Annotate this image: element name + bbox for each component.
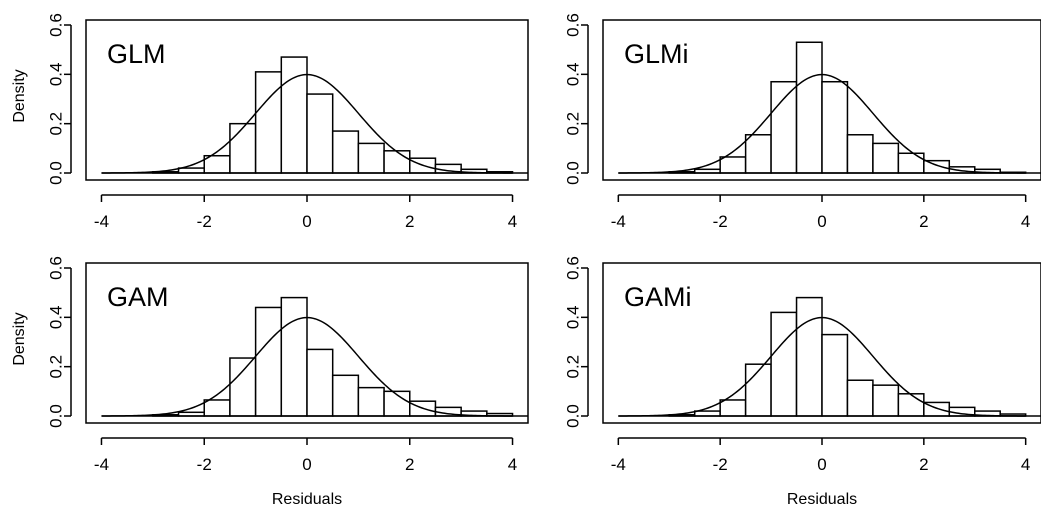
y-tick-label: 0.6 — [563, 13, 582, 37]
histogram-bar — [306, 93, 334, 174]
x-tick-label: 2 — [405, 212, 414, 231]
y-tick-label: 0.6 — [46, 13, 65, 37]
histogram-bar — [821, 333, 849, 417]
panel-label: GLMi — [624, 39, 689, 69]
histogram-bar — [744, 134, 772, 174]
histogram-bar — [306, 348, 334, 417]
y-axis: 0.0 0.2 0.4 0.6 — [563, 13, 589, 185]
y-tick-label: 0.6 — [563, 256, 582, 280]
x-axis-title: Residuals — [272, 491, 342, 508]
histogram-bar — [846, 379, 874, 417]
y-tick-label: 0.0 — [563, 404, 582, 428]
y-tick-label: 0.2 — [563, 355, 582, 379]
histogram-bar — [229, 357, 257, 417]
plot-frame — [602, 262, 1041, 424]
histogram-panel-gam: -4 -2 0 2 4 0.0 0.2 0.4 0.6 Density Residuals GAM — [11, 256, 529, 508]
y-axis: 0.0 0.2 0.4 0.6 — [563, 256, 589, 428]
x-axis: -4 -2 0 2 4 — [94, 437, 517, 474]
x-tick-label: 0 — [817, 212, 826, 231]
histogram-bar — [795, 296, 823, 417]
x-tick-label: 4 — [1021, 455, 1030, 474]
histogram-bar — [923, 159, 951, 174]
y-tick-label: 0.6 — [46, 256, 65, 280]
histogram-bar — [872, 384, 900, 417]
panel-label: GAMi — [624, 282, 692, 312]
normal-density-curve — [101, 316, 513, 417]
histogram-panel-gami: -4 -2 0 2 4 0.0 0.2 0.4 0.6 Residuals GAMi — [563, 256, 1041, 508]
panel-label: GLM — [107, 39, 166, 69]
histogram-bar — [254, 306, 283, 417]
histogram-bar — [383, 150, 411, 174]
x-tick-label: 4 — [1021, 212, 1030, 231]
normal-density-curve — [618, 316, 1026, 417]
histogram-bar — [897, 152, 925, 174]
panel-label: GAM — [107, 282, 169, 312]
x-tick-label: -4 — [94, 455, 109, 474]
histogram-bars — [668, 296, 1027, 417]
histogram-bars — [668, 41, 1027, 174]
x-tick-label: 0 — [302, 455, 311, 474]
x-tick-label: -2 — [713, 455, 728, 474]
x-axis-title: Residuals — [787, 491, 857, 508]
histogram-bar — [795, 41, 823, 174]
x-tick-label: 0 — [817, 455, 826, 474]
histogram-bar — [331, 374, 360, 417]
histogram-bar — [357, 386, 385, 417]
plot-frame — [85, 262, 529, 424]
x-axis: -4 -2 0 2 4 — [611, 437, 1030, 474]
y-axis: 0.0 0.2 0.4 0.6 — [46, 13, 72, 185]
x-axis: -4 -2 0 2 4 — [94, 194, 517, 231]
x-tick-label: -2 — [713, 212, 728, 231]
histogram-panel-glmi: -4 -2 0 2 4 0.0 0.2 0.4 0.6 GLMi — [563, 13, 1041, 231]
histogram-bar — [280, 296, 308, 417]
x-tick-label: 0 — [302, 212, 311, 231]
y-axis-title: Density — [11, 69, 28, 122]
y-tick-label: 0.0 — [46, 404, 65, 428]
histogram-bar — [331, 130, 360, 174]
x-tick-label: -2 — [197, 455, 212, 474]
x-tick-label: -2 — [197, 212, 212, 231]
x-tick-label: -4 — [611, 212, 626, 231]
histogram-bar — [719, 399, 747, 417]
x-tick-label: 4 — [508, 212, 517, 231]
y-tick-label: 0.0 — [46, 161, 65, 185]
y-axis-title: Density — [11, 312, 28, 365]
histogram-bar — [203, 399, 231, 417]
normal-density-curve — [101, 73, 513, 174]
y-tick-label: 0.4 — [46, 306, 65, 330]
histogram-panel-glm: -4 -2 0 2 4 0.0 0.2 0.4 0.6 Density GLM — [11, 13, 529, 231]
histogram-bar — [719, 156, 747, 174]
histogram-bar — [744, 363, 772, 417]
normal-density-curve — [618, 73, 1026, 174]
x-tick-label: -4 — [94, 212, 109, 231]
histogram-bar — [254, 71, 283, 174]
histogram-bar — [357, 142, 385, 174]
y-tick-label: 0.2 — [563, 112, 582, 136]
histogram-bars — [152, 56, 514, 174]
y-axis: 0.0 0.2 0.4 0.6 — [46, 256, 72, 428]
y-tick-label: 0.2 — [46, 112, 65, 136]
plot-frame — [602, 19, 1041, 181]
histogram-bar — [770, 80, 798, 174]
x-tick-label: 2 — [919, 455, 928, 474]
x-tick-label: 4 — [508, 455, 517, 474]
y-tick-label: 0.2 — [46, 355, 65, 379]
histogram-bar — [897, 393, 925, 417]
histogram-bars — [152, 296, 514, 417]
histogram-bar — [770, 311, 798, 417]
histogram-bar — [846, 134, 874, 174]
histogram-bar — [872, 142, 900, 174]
x-tick-label: -4 — [611, 455, 626, 474]
y-tick-label: 0.4 — [563, 63, 582, 87]
y-tick-label: 0.4 — [563, 306, 582, 330]
plot-frame — [85, 19, 529, 181]
histogram-bar — [821, 80, 849, 174]
x-axis: -4 -2 0 2 4 — [611, 194, 1030, 231]
y-tick-label: 0.4 — [46, 63, 65, 87]
y-tick-label: 0.0 — [563, 161, 582, 185]
x-tick-label: 2 — [405, 455, 414, 474]
histogram-bar — [229, 122, 257, 174]
x-tick-label: 2 — [919, 212, 928, 231]
